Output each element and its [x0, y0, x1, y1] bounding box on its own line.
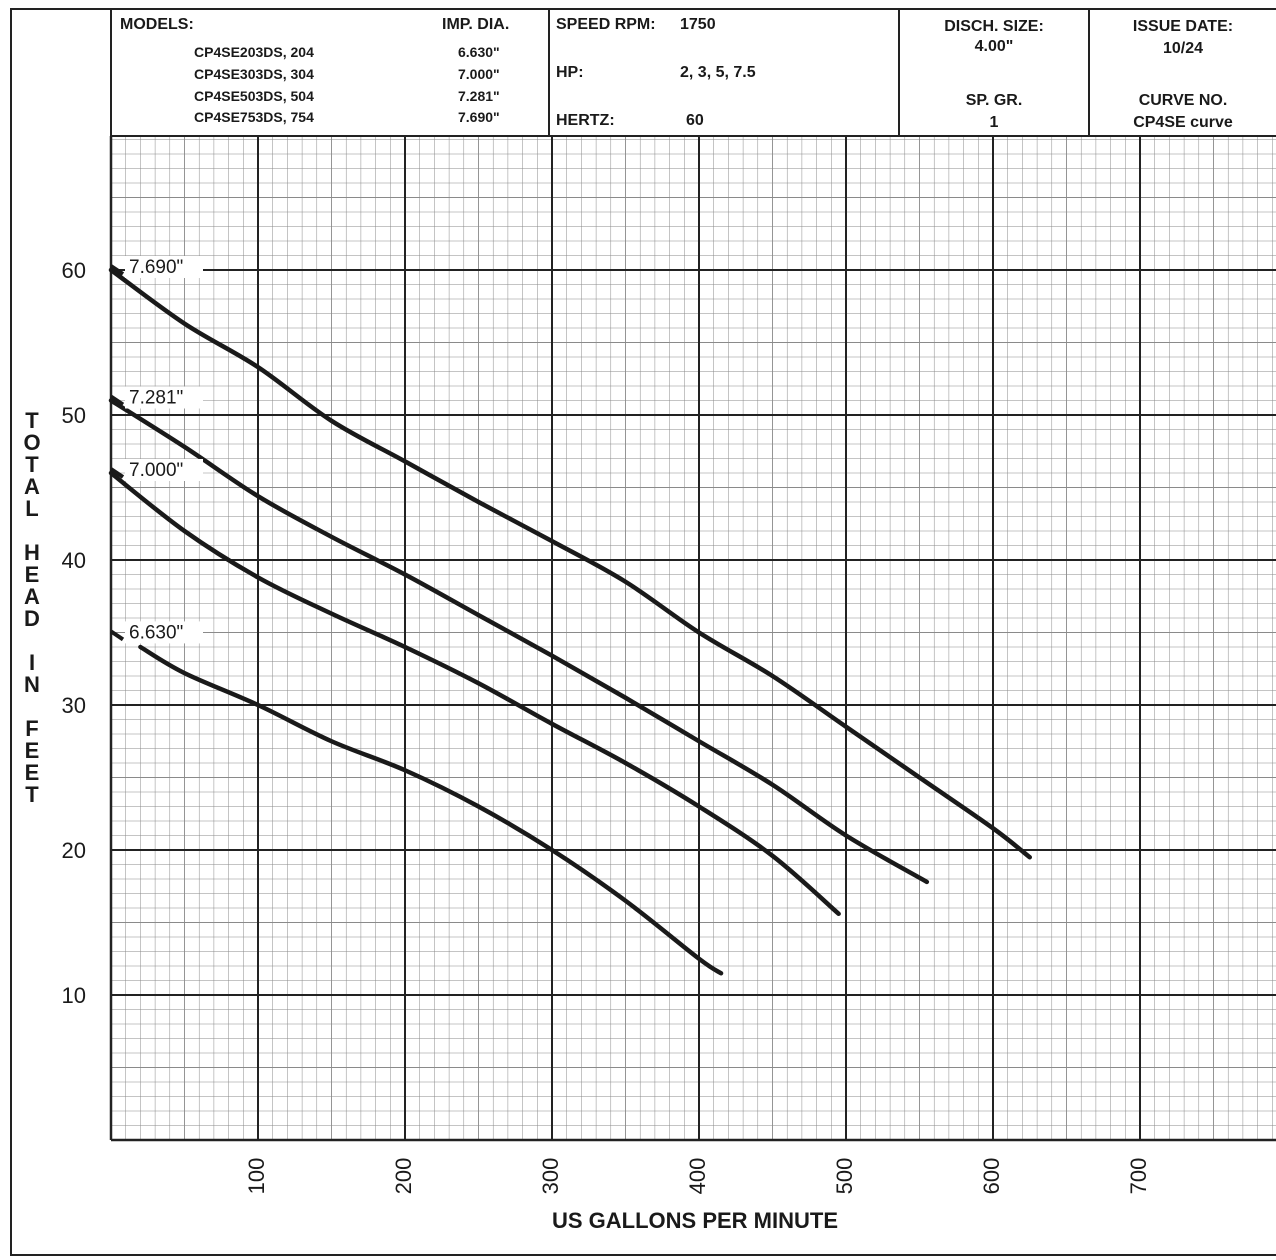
- series-label-marker: [109, 467, 125, 479]
- x-tick-label: 200: [391, 1158, 416, 1195]
- disch-value: 4.00": [974, 38, 1014, 55]
- speed-label: SPEED RPM:: [556, 16, 656, 33]
- y-axis-title-letter: E: [24, 738, 40, 763]
- y-axis-title-letter: T: [25, 408, 39, 433]
- model-dia: 7.281": [458, 88, 500, 104]
- curve-value: CP4SE curve: [1133, 114, 1233, 131]
- model-name: CP4SE203DS, 204: [194, 44, 314, 60]
- y-axis-title-letter: A: [24, 474, 40, 499]
- hertz-value: 60: [686, 112, 704, 129]
- y-axis-title-letter: L: [25, 496, 39, 521]
- series-label-bg: [125, 459, 203, 481]
- series-label-bg: [125, 256, 203, 278]
- hp-label: HP:: [556, 64, 584, 81]
- y-axis-title-letter: A: [24, 584, 40, 609]
- series-line: [108, 398, 930, 885]
- model-name: CP4SE303DS, 304: [194, 66, 314, 82]
- y-tick-label: 30: [62, 693, 86, 718]
- hertz-label: HERTZ:: [556, 112, 615, 129]
- series-label-bg: [125, 621, 203, 644]
- y-tick-label: 20: [62, 838, 86, 863]
- model-dia: 7.000": [458, 66, 500, 82]
- models-cell: MODELS: IMP. DIA. CP4SE203DS, 204 6.630"…: [110, 8, 548, 136]
- series-label: 6.630": [129, 622, 183, 643]
- model-name: CP4SE753DS, 754: [194, 109, 314, 125]
- hp-value: 2, 3, 5, 7.5: [680, 64, 756, 81]
- imp-dia-label: IMP. DIA.: [442, 16, 510, 33]
- issue-cell: ISSUE DATE: 10/24 CURVE NO. CP4SE curve: [1088, 8, 1276, 136]
- series-label-marker: [109, 394, 125, 407]
- model-dia: 6.630": [458, 44, 500, 60]
- series-label: 7.281": [129, 388, 183, 409]
- x-axis-title: US GALLONS PER MINUTE: [551, 1208, 838, 1233]
- series-label-marker: [109, 264, 125, 276]
- x-tick-label: 400: [685, 1158, 710, 1195]
- speed-value: 1750: [680, 16, 716, 33]
- y-axis-title-letter: H: [24, 540, 40, 565]
- series-line: [108, 470, 841, 917]
- series-label: 7.690": [129, 257, 183, 278]
- models-label: MODELS:: [120, 16, 194, 33]
- y-axis-title-letter: T: [25, 452, 39, 477]
- y-axis-title-letter: E: [24, 562, 40, 587]
- series-label: 7.000": [129, 460, 183, 481]
- y-axis-title-letter: F: [25, 716, 39, 741]
- model-name: CP4SE503DS, 504: [194, 88, 314, 104]
- y-tick-label: 40: [62, 548, 86, 573]
- x-tick-label: 500: [832, 1158, 857, 1195]
- model-dia: 7.690": [458, 109, 500, 125]
- series-line: [108, 267, 1032, 860]
- disch-label: DISCH. SIZE:: [944, 18, 1044, 35]
- issue-value: 10/24: [1162, 40, 1204, 57]
- spgr-label: SP. GR.: [965, 92, 1023, 109]
- discharge-cell: DISCH. SIZE: 4.00" SP. GR. 1: [898, 8, 1088, 136]
- x-tick-label: 300: [538, 1158, 563, 1195]
- motor-cell: SPEED RPM: 1750 HP: 2, 3, 5, 7.5 HERTZ: …: [548, 8, 898, 136]
- spec-header: MODELS: IMP. DIA. CP4SE203DS, 204 6.630"…: [110, 8, 1276, 136]
- series-label-bg: [125, 386, 203, 409]
- spgr-value: 1: [989, 114, 999, 131]
- y-axis-title-letter: E: [24, 760, 40, 785]
- series-label-marker: [109, 629, 125, 642]
- x-tick-label: 700: [1126, 1158, 1151, 1195]
- x-tick-label: 600: [979, 1158, 1004, 1195]
- issue-label: ISSUE DATE:: [1132, 18, 1234, 35]
- y-tick-label: 60: [62, 258, 86, 283]
- y-axis-title-letter: O: [23, 430, 41, 455]
- series-line: [138, 644, 724, 976]
- y-axis-title-letter: T: [25, 782, 39, 807]
- y-tick-label: 50: [62, 403, 86, 428]
- y-tick-label: 10: [62, 983, 86, 1008]
- x-tick-label: 100: [244, 1158, 269, 1195]
- chart-frame: [10, 8, 1276, 1256]
- y-axis-title-letter: I: [28, 650, 36, 675]
- y-axis-title-letter: N: [24, 672, 40, 697]
- curve-label: CURVE NO.: [1138, 92, 1228, 109]
- y-axis-title-letter: D: [24, 606, 40, 631]
